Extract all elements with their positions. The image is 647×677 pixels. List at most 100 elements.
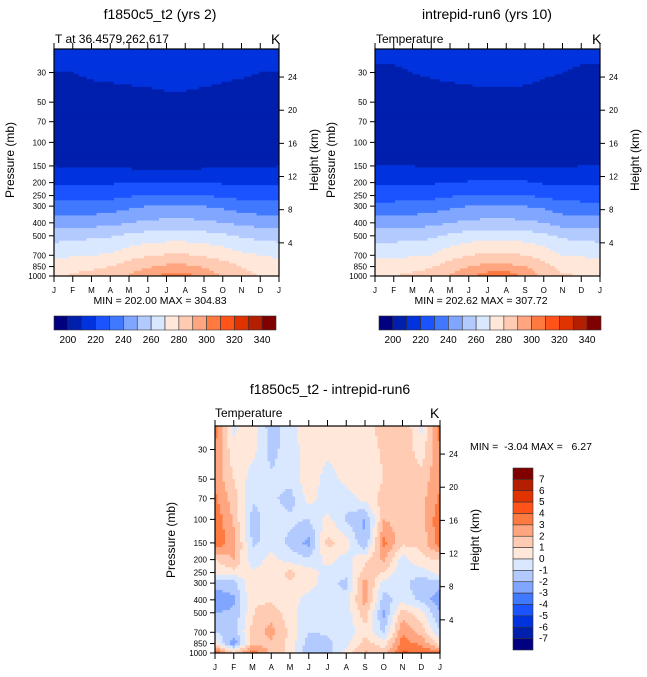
contour-cell bbox=[214, 159, 218, 164]
contour-cell bbox=[136, 139, 140, 143]
contour-cell bbox=[274, 167, 278, 171]
contour-cell bbox=[91, 122, 95, 126]
contour-cell bbox=[154, 107, 158, 111]
contour-cell bbox=[124, 101, 128, 106]
contour-cell bbox=[201, 104, 205, 108]
contour-cell bbox=[216, 51, 220, 55]
contour-cell bbox=[221, 185, 225, 189]
contour-cell bbox=[234, 91, 238, 95]
contour-cell bbox=[201, 69, 205, 73]
contour-cell bbox=[224, 127, 228, 131]
contour-cell bbox=[179, 61, 183, 65]
contour-cell bbox=[151, 170, 155, 174]
contour-cell bbox=[256, 109, 260, 113]
contour-cell bbox=[154, 139, 158, 143]
contour-cell bbox=[224, 51, 228, 55]
contour-cell bbox=[134, 91, 138, 95]
contour-cell bbox=[96, 122, 100, 126]
contour-cell bbox=[224, 134, 228, 138]
contour-cell bbox=[229, 117, 233, 121]
contour-cell bbox=[69, 66, 73, 70]
contour-cell bbox=[206, 167, 210, 171]
contour-cell bbox=[106, 122, 110, 126]
contour-cell bbox=[156, 74, 160, 78]
contour-cell bbox=[136, 137, 140, 141]
contour-cell bbox=[199, 165, 203, 169]
contour-cell bbox=[259, 180, 263, 184]
contour-cell bbox=[214, 142, 218, 146]
contour-cell bbox=[111, 59, 115, 63]
contour-cell bbox=[234, 94, 238, 98]
contour-cell bbox=[251, 79, 255, 83]
contour-cell bbox=[179, 86, 183, 90]
contour-cell bbox=[206, 64, 210, 68]
contour-cell bbox=[264, 76, 268, 80]
contour-cell bbox=[244, 109, 248, 113]
contour-cell bbox=[134, 177, 138, 181]
contour-cell bbox=[221, 147, 225, 151]
contour-cell bbox=[216, 149, 220, 154]
contour-cell bbox=[261, 81, 265, 85]
contour-cell bbox=[99, 56, 103, 60]
contour-cell bbox=[219, 86, 223, 90]
contour-cell bbox=[241, 94, 245, 98]
contour-cell bbox=[226, 147, 230, 151]
contour-cell bbox=[66, 81, 70, 85]
contour-cell bbox=[101, 104, 105, 108]
contour-cell bbox=[261, 147, 265, 151]
contour-cell bbox=[131, 182, 135, 186]
contour-cell bbox=[144, 109, 148, 113]
contour-cell bbox=[261, 165, 265, 169]
contour-cell bbox=[251, 152, 255, 156]
contour-cell bbox=[141, 94, 145, 98]
contour-cell bbox=[66, 139, 70, 143]
contour-cell bbox=[56, 74, 60, 78]
contour-cell bbox=[214, 137, 218, 141]
contour-cell bbox=[139, 154, 143, 159]
contour-cell bbox=[254, 124, 258, 128]
contour-cell bbox=[249, 142, 253, 146]
contour-cell bbox=[141, 144, 145, 148]
contour-cell bbox=[64, 162, 68, 166]
contour-cell bbox=[114, 149, 118, 154]
contour-cell bbox=[244, 139, 248, 143]
contour-cell bbox=[136, 147, 140, 151]
contour-cell bbox=[276, 114, 279, 118]
contour-cell bbox=[186, 59, 190, 63]
contour-cell bbox=[236, 185, 240, 189]
contour-cell bbox=[259, 132, 263, 136]
contour-cell bbox=[194, 147, 198, 151]
contour-cell bbox=[104, 159, 108, 164]
contour-cell bbox=[246, 137, 250, 141]
contour-cell bbox=[256, 51, 260, 55]
contour-cell bbox=[139, 132, 143, 136]
contour-cell bbox=[69, 180, 73, 184]
contour-cell bbox=[66, 54, 70, 58]
contour-cell bbox=[111, 170, 115, 174]
contour-cell bbox=[131, 177, 135, 181]
contour-cell bbox=[219, 157, 223, 161]
contour-cell bbox=[181, 94, 185, 98]
contour-cell bbox=[99, 137, 103, 141]
contour-cell bbox=[76, 187, 80, 191]
contour-cell bbox=[109, 137, 113, 141]
contour-cell bbox=[116, 59, 120, 63]
contour-cell bbox=[66, 159, 70, 164]
contour-cell bbox=[214, 112, 218, 116]
contour-cell bbox=[71, 180, 75, 184]
contour-cell bbox=[154, 56, 158, 60]
contour-cell bbox=[71, 165, 75, 169]
contour-cell bbox=[229, 112, 233, 116]
contour-cell bbox=[276, 49, 279, 53]
contour-cell bbox=[226, 94, 230, 98]
contour-cell bbox=[214, 56, 218, 60]
contour-cell bbox=[101, 139, 105, 143]
contour-cell bbox=[99, 134, 103, 138]
contour-cell bbox=[101, 64, 105, 68]
contour-cell bbox=[184, 96, 188, 101]
contour-cell bbox=[106, 51, 110, 55]
contour-cell bbox=[131, 71, 135, 75]
contour-cell bbox=[271, 119, 275, 123]
contour-cell bbox=[86, 49, 90, 53]
contour-cell bbox=[69, 147, 73, 151]
